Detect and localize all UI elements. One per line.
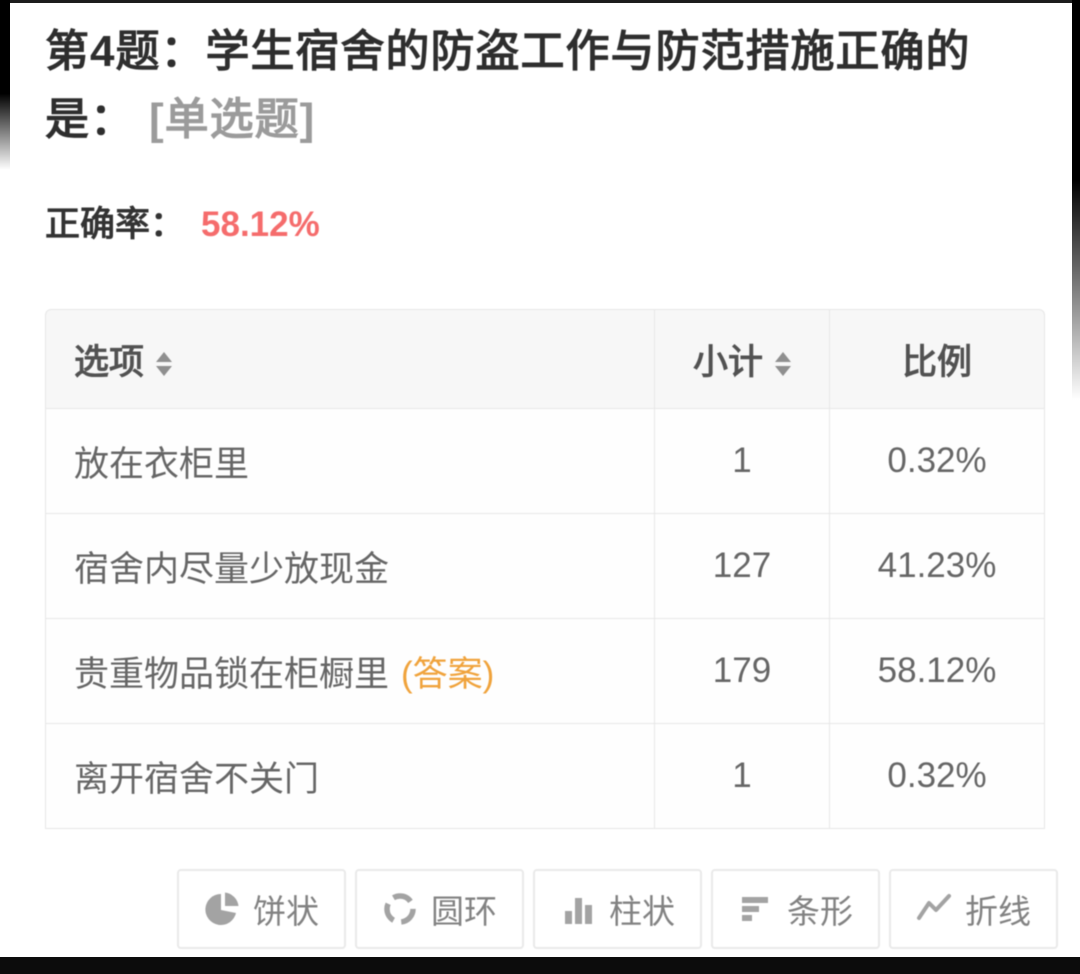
column-header-ratio: 比例 xyxy=(830,309,1045,409)
column-header-option[interactable]: 选项 xyxy=(45,309,655,409)
answer-tag: (答案) xyxy=(401,654,495,694)
pie-chart-icon xyxy=(204,891,240,927)
question-text: 学生宿舍的防盗工作与防范措施正确的是： xyxy=(45,27,971,144)
bar-chart-button[interactable]: 条形 xyxy=(711,869,880,949)
line-chart-button[interactable]: 折线 xyxy=(889,869,1058,949)
chart-button-label: 条形 xyxy=(787,893,853,930)
table-row: 离开宿舍不关门 1 0.32% xyxy=(45,724,1045,829)
bar-chart-icon xyxy=(738,891,774,927)
question-type-tag: [单选题] xyxy=(149,95,316,144)
option-cell: 贵重物品锁在柜橱里 (答案) xyxy=(45,619,655,724)
sort-icon[interactable] xyxy=(156,352,173,377)
table-header-row: 选项 小计 比例 xyxy=(45,309,1045,409)
table-row: 贵重物品锁在柜橱里 (答案) 179 58.12% xyxy=(45,619,1045,724)
column-header-count[interactable]: 小计 xyxy=(655,309,830,409)
percent-cell: 58.12% xyxy=(830,619,1045,724)
chart-button-label: 柱状 xyxy=(609,893,675,930)
count-cell: 1 xyxy=(655,409,830,514)
photo-frame-top xyxy=(0,0,1080,3)
percent-cell: 0.32% xyxy=(830,409,1045,514)
results-table: 选项 小计 比例 放在衣柜里 1 0.32% 宿舍内尽量少放现 xyxy=(45,309,1045,829)
table-row: 宿舍内尽量少放现金 127 41.23% xyxy=(45,514,1045,619)
chart-type-toolbar: 饼状 圆环 柱状 xyxy=(45,869,1058,949)
option-cell: 放在衣柜里 xyxy=(45,409,655,514)
photo-frame-right xyxy=(1072,0,1080,400)
option-cell: 离开宿舍不关门 xyxy=(45,724,655,829)
column-chart-button[interactable]: 柱状 xyxy=(533,869,702,949)
accuracy-line: 正确率： 58.12% xyxy=(45,196,1045,247)
line-chart-icon xyxy=(916,891,952,927)
pie-chart-button[interactable]: 饼状 xyxy=(177,869,346,949)
donut-chart-icon xyxy=(382,891,418,927)
photo-frame-bottom xyxy=(0,957,1080,974)
accuracy-value: 58.12% xyxy=(201,205,320,244)
donut-chart-button[interactable]: 圆环 xyxy=(355,869,524,949)
chart-button-label: 折线 xyxy=(965,893,1031,930)
question-title: 第4题：学生宿舍的防盗工作与防范措施正确的是： [单选题] xyxy=(45,18,1045,154)
question-number: 第4题： xyxy=(45,27,206,76)
chart-button-label: 饼状 xyxy=(253,893,319,930)
column-chart-icon xyxy=(560,891,596,927)
count-cell: 1 xyxy=(655,724,830,829)
accuracy-label: 正确率： xyxy=(45,205,186,244)
count-cell: 127 xyxy=(655,514,830,619)
option-cell: 宿舍内尽量少放现金 xyxy=(45,514,655,619)
table-row: 放在衣柜里 1 0.32% xyxy=(45,409,1045,514)
photo-frame-left xyxy=(0,0,10,170)
percent-cell: 0.32% xyxy=(830,724,1045,829)
count-cell: 179 xyxy=(655,619,830,724)
percent-cell: 41.23% xyxy=(830,514,1045,619)
sort-icon[interactable] xyxy=(775,352,791,377)
chart-button-label: 圆环 xyxy=(431,893,497,930)
